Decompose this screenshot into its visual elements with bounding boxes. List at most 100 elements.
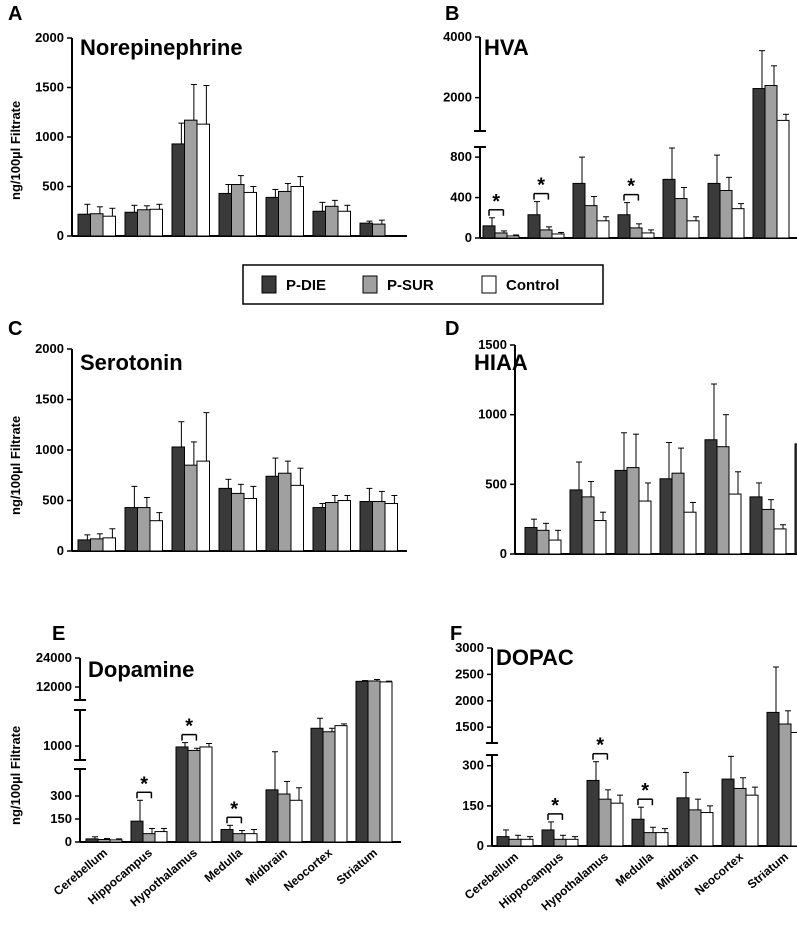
p5-bar-p-sur: [277, 793, 291, 843]
p6-y-tick-label: 150: [462, 798, 484, 813]
p6-y-tick-label: 0: [477, 838, 484, 853]
ylabel-a: ng/100µl Filtrate: [8, 101, 23, 200]
p6-sig-star: *: [596, 735, 604, 757]
p6-category-label: Striatum: [745, 850, 791, 892]
p4-y-tick-label: 500: [485, 476, 507, 491]
p5-bar-p-sur: [97, 838, 111, 843]
title-hva: HVA: [484, 35, 529, 60]
p2-bar-p-sur: [719, 189, 733, 239]
p2-y-tick-label: 800: [450, 149, 472, 164]
panel-label-a: A: [8, 3, 22, 25]
p1-bar-p-sur: [137, 209, 151, 237]
p6-bar-p-die: [541, 829, 555, 847]
p2-bar-control: [641, 232, 655, 239]
p2-y-tick-label: 2000: [443, 90, 472, 105]
p6-bar-p-sur: [598, 798, 612, 847]
p6-bar-p-die: [631, 818, 645, 847]
p3-bar-p-sur: [184, 464, 198, 552]
p1-bar-p-die: [171, 143, 185, 237]
p3-bar-p-die: [124, 507, 138, 552]
p6-category-label: Neocortex: [692, 849, 746, 898]
p5-bar-p-sur: [142, 833, 156, 843]
p5-bar-p-die: [265, 789, 279, 843]
p5-y-tick-label: 1000: [43, 738, 72, 753]
p1-y-tick-label: 500: [42, 179, 64, 194]
p4-bar-control: [548, 539, 562, 555]
p5-bar-p-sur: [187, 749, 201, 843]
p6-y-tick-label: 2000: [455, 693, 484, 708]
legend-label-control: Control: [506, 277, 559, 294]
p2-sig-star: *: [537, 175, 545, 197]
p2-bar-control: [596, 220, 610, 239]
p6-bar-control: [520, 838, 534, 847]
title-serotonin: Serotonin: [80, 350, 183, 375]
p3-y-tick-label: 1500: [35, 392, 64, 407]
p5-bar-control: [379, 681, 393, 843]
p1-bar-control: [243, 191, 257, 237]
p6-bar-control: [745, 794, 759, 847]
p1-y-tick-label: 0: [57, 228, 64, 243]
ylabel-c: ng/100µl Filtrate: [8, 416, 23, 515]
p3-bar-p-die: [359, 501, 373, 552]
p6-sig-star: *: [641, 780, 649, 802]
p4-bar-p-die: [524, 527, 538, 555]
p4-bar-control: [683, 511, 697, 555]
p6-bar-p-die: [721, 778, 735, 847]
p1-bar-p-die: [265, 196, 279, 237]
p5-bar-p-die: [355, 680, 369, 843]
p5-bar-p-die: [85, 838, 99, 843]
p3-bar-p-sur: [325, 502, 339, 552]
p2-sig-star: *: [627, 176, 635, 198]
p3-bar-p-die: [265, 475, 279, 552]
p3-y-tick-label: 0: [57, 543, 64, 558]
p1-y-tick-label: 2000: [35, 30, 64, 45]
p2-bar-control: [551, 233, 565, 239]
p5-bar-control: [154, 831, 168, 843]
legend-box: [242, 264, 604, 305]
p2-bar-p-die: [572, 182, 586, 239]
p2-bar-control: [506, 235, 520, 239]
p4-bar-p-die: [569, 489, 583, 555]
title-dopac: DOPAC: [496, 645, 574, 670]
p5-bar-control: [244, 833, 258, 843]
p1-bar-control: [149, 208, 163, 237]
panel-label-e: E: [52, 623, 65, 645]
panel-label-d: D: [445, 318, 459, 340]
p1-bar-control: [290, 186, 304, 237]
p3-bar-p-sur: [372, 501, 386, 552]
legend-swatch-control: [481, 275, 497, 294]
p3-y-tick-label: 1000: [35, 442, 64, 457]
p6-y-tick-label: 3000: [455, 640, 484, 655]
p4-bar-p-sur: [671, 472, 685, 555]
p1-bar-p-die: [359, 222, 373, 237]
title-norepinephrine: Norepinephrine: [80, 35, 243, 60]
p2-bar-p-die: [707, 182, 721, 239]
p1-bar-control: [337, 210, 351, 237]
p4-bar-control: [728, 493, 742, 555]
p1-bar-control: [196, 123, 210, 237]
p3-bar-p-die: [171, 446, 185, 552]
p4-bar-p-sur: [761, 508, 775, 555]
p3-bar-p-sur: [137, 507, 151, 552]
p6-bar-p-sur: [643, 832, 657, 847]
title-hiaa: HIAA: [474, 350, 528, 375]
p3-bar-control: [102, 537, 116, 552]
p2-bar-p-die: [482, 225, 496, 239]
p6-bar-control: [565, 838, 579, 847]
p5-bar-p-die: [175, 746, 189, 843]
p6-category-label: Medulla: [613, 849, 656, 889]
p1-bar-p-die: [77, 213, 91, 237]
p1-bar-p-sur: [278, 190, 292, 237]
p1-bar-p-sur: [325, 205, 339, 237]
p6-bar-p-die: [496, 836, 510, 847]
ylabel-e: ng/100µl Filtrate: [8, 726, 23, 825]
p6-bar-p-die: [766, 711, 780, 847]
p3-y-tick-label: 500: [42, 493, 64, 508]
p5-bar-p-die: [220, 828, 234, 843]
p4-bar-p-die: [704, 439, 718, 555]
p6-bar-control: [700, 812, 714, 847]
p5-bar-p-sur: [232, 833, 246, 843]
p2-y-tick-label: 4000: [443, 29, 472, 44]
p1-bar-p-sur: [372, 223, 386, 237]
